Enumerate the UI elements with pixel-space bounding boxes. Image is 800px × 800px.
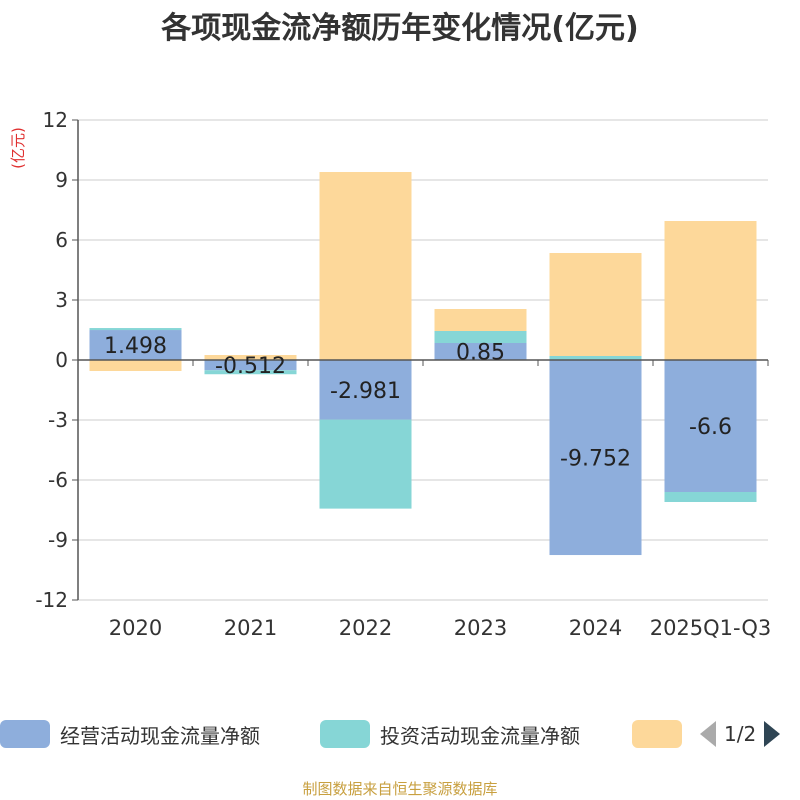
x-tick-label: 2023 (454, 616, 507, 640)
legend-label-operating: 经营活动现金流量净额 (60, 723, 260, 748)
x-tick-label: 2022 (339, 616, 392, 640)
data-label-operating-2020: 1.498 (104, 334, 167, 359)
bar-series1-2025Q1-Q3[interactable] (664, 492, 757, 502)
legend-next-page-icon[interactable] (764, 721, 781, 747)
data-label-operating-2025Q1-Q3: -6.6 (689, 415, 732, 440)
bar-series2-2021[interactable] (204, 355, 297, 360)
x-tick-label: 2024 (569, 616, 622, 640)
bar-series0-2025Q1-Q3[interactable] (664, 360, 757, 492)
legend-page-indicator: 1/2 (724, 722, 757, 746)
legend-swatch-financing (632, 720, 682, 748)
data-label-operating-2023: 0.85 (456, 341, 505, 366)
legend-prev-page-icon[interactable] (700, 721, 716, 747)
bar-series1-2021[interactable] (204, 370, 297, 375)
y-tick-label: -12 (35, 588, 68, 612)
y-tick-label: 9 (55, 168, 68, 192)
legend-pager: 1/2 (700, 716, 781, 752)
y-tick-label: -6 (48, 468, 68, 492)
bar-series1-2020[interactable] (89, 328, 182, 331)
bar-series2-2024[interactable] (549, 253, 642, 356)
bar-series1-2022[interactable] (319, 419, 412, 509)
x-tick-label: 2020 (109, 616, 162, 640)
legend-swatch-investing (320, 720, 370, 748)
chart-title: 各项现金流净额历年变化情况(亿元) (160, 11, 638, 46)
legend-item-operating[interactable]: 经营活动现金流量净额 (0, 716, 260, 752)
y-tick-label: 0 (55, 348, 68, 372)
bar-series0-2021[interactable] (204, 360, 297, 371)
y-tick-label: 6 (55, 228, 68, 252)
y-tick-label: 3 (55, 288, 68, 312)
data-label-operating-2021: -0.512 (215, 354, 286, 379)
bar-series2-2023[interactable] (434, 309, 527, 331)
bar-series2-2022[interactable] (319, 172, 412, 360)
data-label-operating-2022: -2.981 (330, 379, 401, 404)
data-label-operating-2024: -9.752 (560, 447, 631, 472)
legend: 经营活动现金流量净额 投资活动现金流量净额 1/2 (0, 716, 800, 752)
y-tick-label: -3 (48, 408, 68, 432)
legend-item-investing[interactable]: 投资活动现金流量净额 (320, 716, 580, 752)
y-tick-label: 12 (43, 108, 68, 132)
bar-series1-2023[interactable] (434, 331, 527, 343)
data-source-note: 制图数据来自恒生聚源数据库 (302, 780, 498, 798)
bar-series0-2022[interactable] (319, 360, 412, 420)
bar-series1-2024[interactable] (549, 356, 642, 360)
y-axis-unit-label: (亿元) (9, 127, 27, 169)
legend-item-financing[interactable] (632, 716, 682, 752)
y-tick-label: -9 (48, 528, 68, 552)
legend-label-investing: 投资活动现金流量净额 (380, 723, 580, 748)
bar-series0-2023[interactable] (434, 343, 527, 360)
bar-series2-2020[interactable] (89, 360, 182, 371)
bar-series0-2020[interactable] (89, 330, 182, 360)
x-tick-label: 2025Q1-Q3 (650, 616, 772, 640)
bar-series2-2025Q1-Q3[interactable] (664, 221, 757, 360)
bar-series0-2024[interactable] (549, 360, 642, 556)
legend-swatch-operating (0, 720, 50, 748)
x-tick-label: 2021 (224, 616, 277, 640)
